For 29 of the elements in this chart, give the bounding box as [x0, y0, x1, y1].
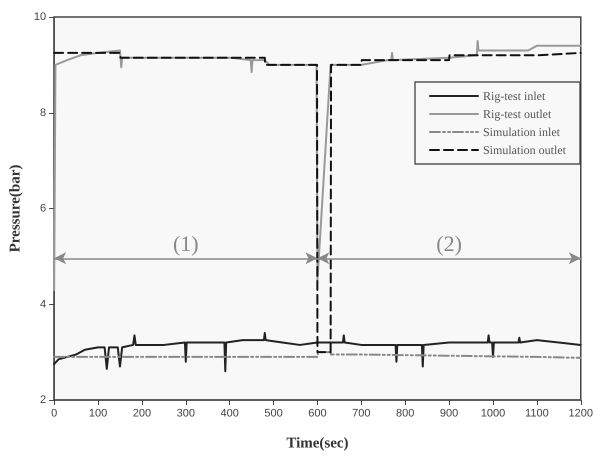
legend-label: Simulation inlet	[483, 125, 561, 139]
x-tick-label: 200	[132, 408, 152, 420]
x-tick-label: 500	[264, 408, 283, 420]
x-tick-label: 800	[396, 408, 414, 420]
line-series	[53, 52, 582, 354]
band-label: (2)	[436, 230, 462, 256]
line-series	[53, 332, 582, 372]
x-tick-label: 1200	[568, 408, 594, 420]
legend-label: Rig-test outlet	[483, 107, 552, 121]
y-tick-label: 6	[40, 202, 46, 214]
y-tick-label: 2	[40, 394, 46, 406]
x-tick-label: 1000	[480, 408, 506, 420]
y-tick-label: 4	[40, 298, 46, 310]
y-tick-label: 10	[34, 11, 46, 23]
x-tick-label: 400	[220, 408, 239, 420]
band-label: (1)	[172, 230, 199, 256]
x-tick-label: 100	[88, 408, 108, 420]
y-tick-label: 8	[40, 106, 46, 119]
x-tick-label: 0	[51, 408, 58, 420]
x-tick-label: 900	[440, 408, 458, 420]
x-tick-label: 1100	[525, 408, 549, 420]
y-axis-title: Pressure(bar)	[8, 164, 24, 252]
x-tick-label: 300	[176, 408, 195, 420]
x-tick-label: 700	[352, 408, 371, 420]
line-series	[53, 40, 582, 291]
x-axis-title: Time(sec)	[286, 436, 349, 452]
legend-label: Simulation outlet	[483, 143, 567, 157]
x-tick-label: 600	[308, 408, 327, 420]
legend-label: Rig-test inlet	[483, 89, 546, 103]
